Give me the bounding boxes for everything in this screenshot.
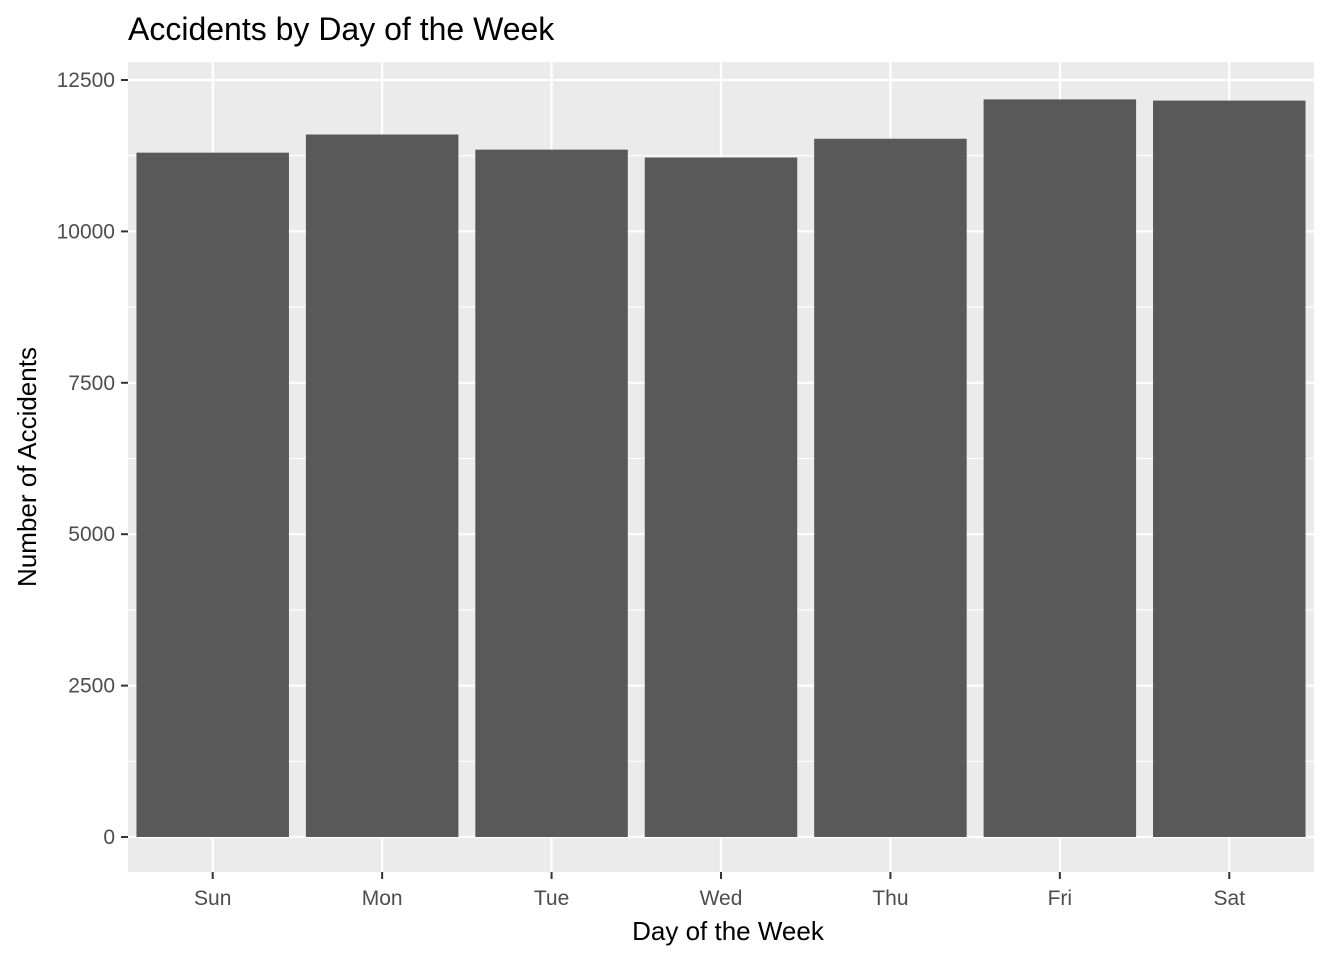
x-tick-label-thu: Thu: [872, 887, 908, 910]
y-tick-label: 7500: [68, 372, 115, 395]
x-tick-label-wed: Wed: [700, 887, 743, 910]
bar-wed: [644, 157, 798, 838]
bar-fri: [983, 99, 1137, 837]
y-tick-label: 0: [103, 826, 115, 849]
x-tick-label-fri: Fri: [1048, 887, 1073, 910]
x-axis-title: Day of the Week: [632, 916, 825, 946]
x-tick-label-sun: Sun: [194, 887, 231, 910]
bar-mon: [305, 134, 459, 837]
x-tick-label-tue: Tue: [534, 887, 569, 910]
x-tick-label-sat: Sat: [1214, 887, 1246, 910]
bar-thu: [814, 138, 967, 838]
bars: [136, 99, 1306, 838]
y-tick-label: 10000: [57, 220, 115, 243]
y-axis-title: Number of Accidents: [12, 347, 42, 587]
y-tick-label: 5000: [68, 523, 115, 546]
y-tick-label: 2500: [68, 675, 115, 698]
chart-title: Accidents by Day of the Week: [128, 11, 555, 47]
bar-tue: [475, 149, 628, 838]
bar-sat: [1153, 100, 1306, 838]
x-tick-label-mon: Mon: [362, 887, 403, 910]
y-tick-label: 12500: [57, 69, 115, 92]
bar-sun: [136, 152, 289, 837]
x-axis: Sun Mon Tue Wed Thu Fri Sat: [194, 872, 1245, 910]
y-axis: 0 2500 5000 7500 10000 12500: [57, 69, 128, 849]
